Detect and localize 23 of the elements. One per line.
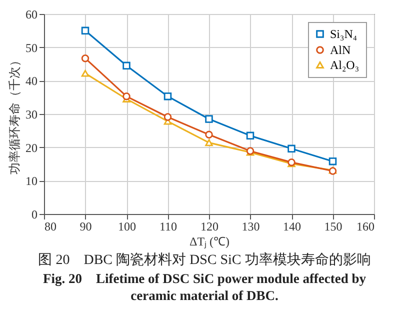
x-tick-label: 120 bbox=[200, 220, 218, 234]
y-tick-label: 10 bbox=[26, 174, 38, 188]
x-tick-label: 100 bbox=[118, 220, 136, 234]
y-tick-label: 60 bbox=[26, 8, 38, 22]
legend-label: Al₂O₃ bbox=[330, 58, 360, 72]
text: 图 20 DBC 陶瓷材料对 DSC SiC 功率模块寿命的影响 bbox=[37, 251, 372, 269]
x-tick-label: 160 bbox=[356, 220, 374, 234]
legend-label: AlN bbox=[330, 43, 351, 57]
legend-label: Si₃N₄ bbox=[330, 27, 358, 41]
y-tick-label: 40 bbox=[26, 74, 38, 88]
x-tick-label: 140 bbox=[283, 220, 301, 234]
text: Fig. 20 Lifetime of DSC SiC power module affected by ceramic material of DBC. bbox=[42, 270, 368, 305]
x-tick-label: 130 bbox=[242, 220, 260, 234]
y-tick-label: 0 bbox=[32, 208, 38, 222]
x-tick-label: 110 bbox=[159, 220, 178, 234]
y-tick-label: 30 bbox=[26, 108, 38, 122]
y-axis-title: 功率循环寿命（千次） bbox=[8, 54, 22, 174]
x-tick-label: 150 bbox=[324, 220, 342, 234]
x-tick-label: 80 bbox=[44, 220, 56, 234]
x-axis-title: ΔTⱼ (℃) bbox=[189, 234, 230, 248]
y-tick-label: 20 bbox=[26, 140, 38, 155]
x-tick-label: 90 bbox=[80, 220, 92, 234]
y-tick-label: 50 bbox=[26, 40, 38, 55]
